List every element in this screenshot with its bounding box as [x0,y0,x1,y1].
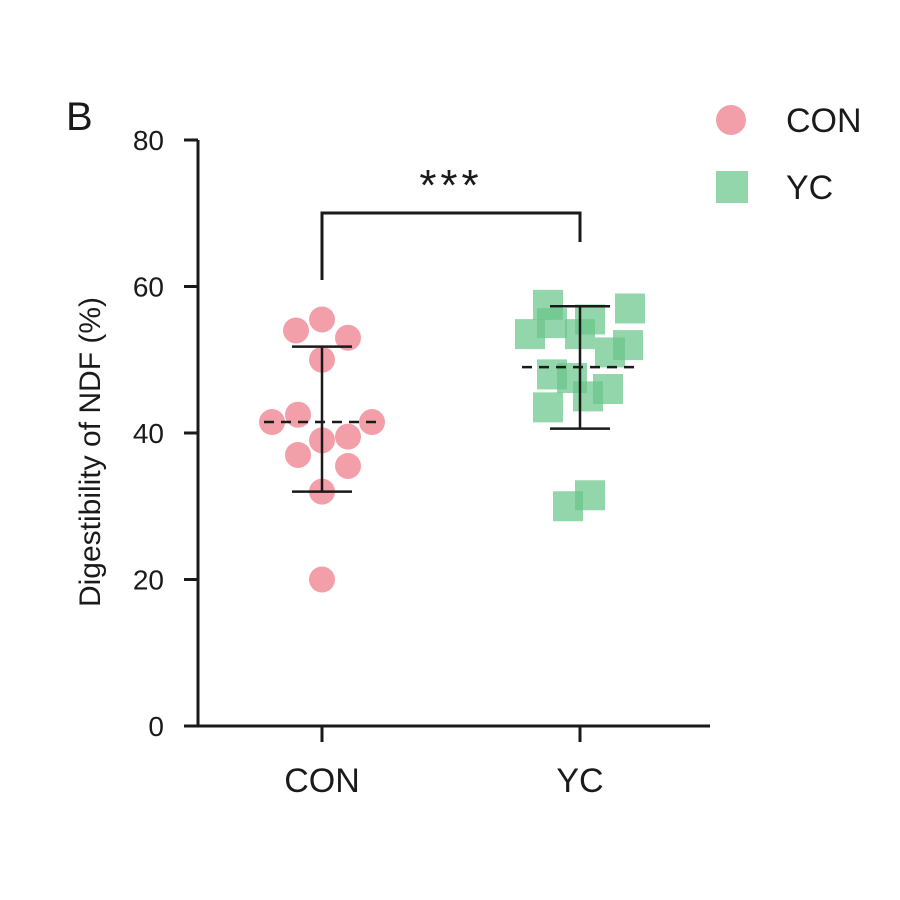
significance-annotation: *** [320,161,582,280]
con-data-point [285,441,311,468]
x-ticks: CON YC [284,726,604,800]
y-tick-label: 0 [148,711,164,742]
significance-label: *** [419,161,482,210]
con-data-point [309,566,335,593]
legend-label-con: CON [786,102,862,140]
con-data-point [283,317,309,344]
yc-data-point [595,337,625,368]
con-data-point [335,452,361,479]
yc-data-point [533,392,563,423]
y-tick-label: 80 [133,125,164,156]
yc-data-point [553,491,583,522]
significance-bracket [320,211,582,280]
con-data-point [335,423,361,450]
yc-data-point [573,381,603,412]
legend: CON YC [716,102,862,207]
con-data-point [285,401,311,428]
legend-marker-con [716,105,746,135]
error-bars [264,305,638,493]
x-category-label-yc: YC [556,762,603,800]
con-data-point [309,306,335,333]
y-tick-label: 40 [133,418,164,449]
legend-marker-yc [716,171,748,203]
yc-data-point [515,319,545,350]
yc-data-point [615,293,645,324]
y-axis-label: Digestibility of NDF (%) [74,297,107,607]
y-ticks: 0 20 40 60 80 [133,125,198,742]
y-tick-label: 60 [133,272,164,303]
legend-label-yc: YC [786,169,833,207]
con-data-point [335,324,361,351]
y-tick-label: 20 [133,565,164,596]
panel-label: B [66,95,93,139]
x-category-label-con: CON [284,762,360,800]
data-points [259,289,645,593]
